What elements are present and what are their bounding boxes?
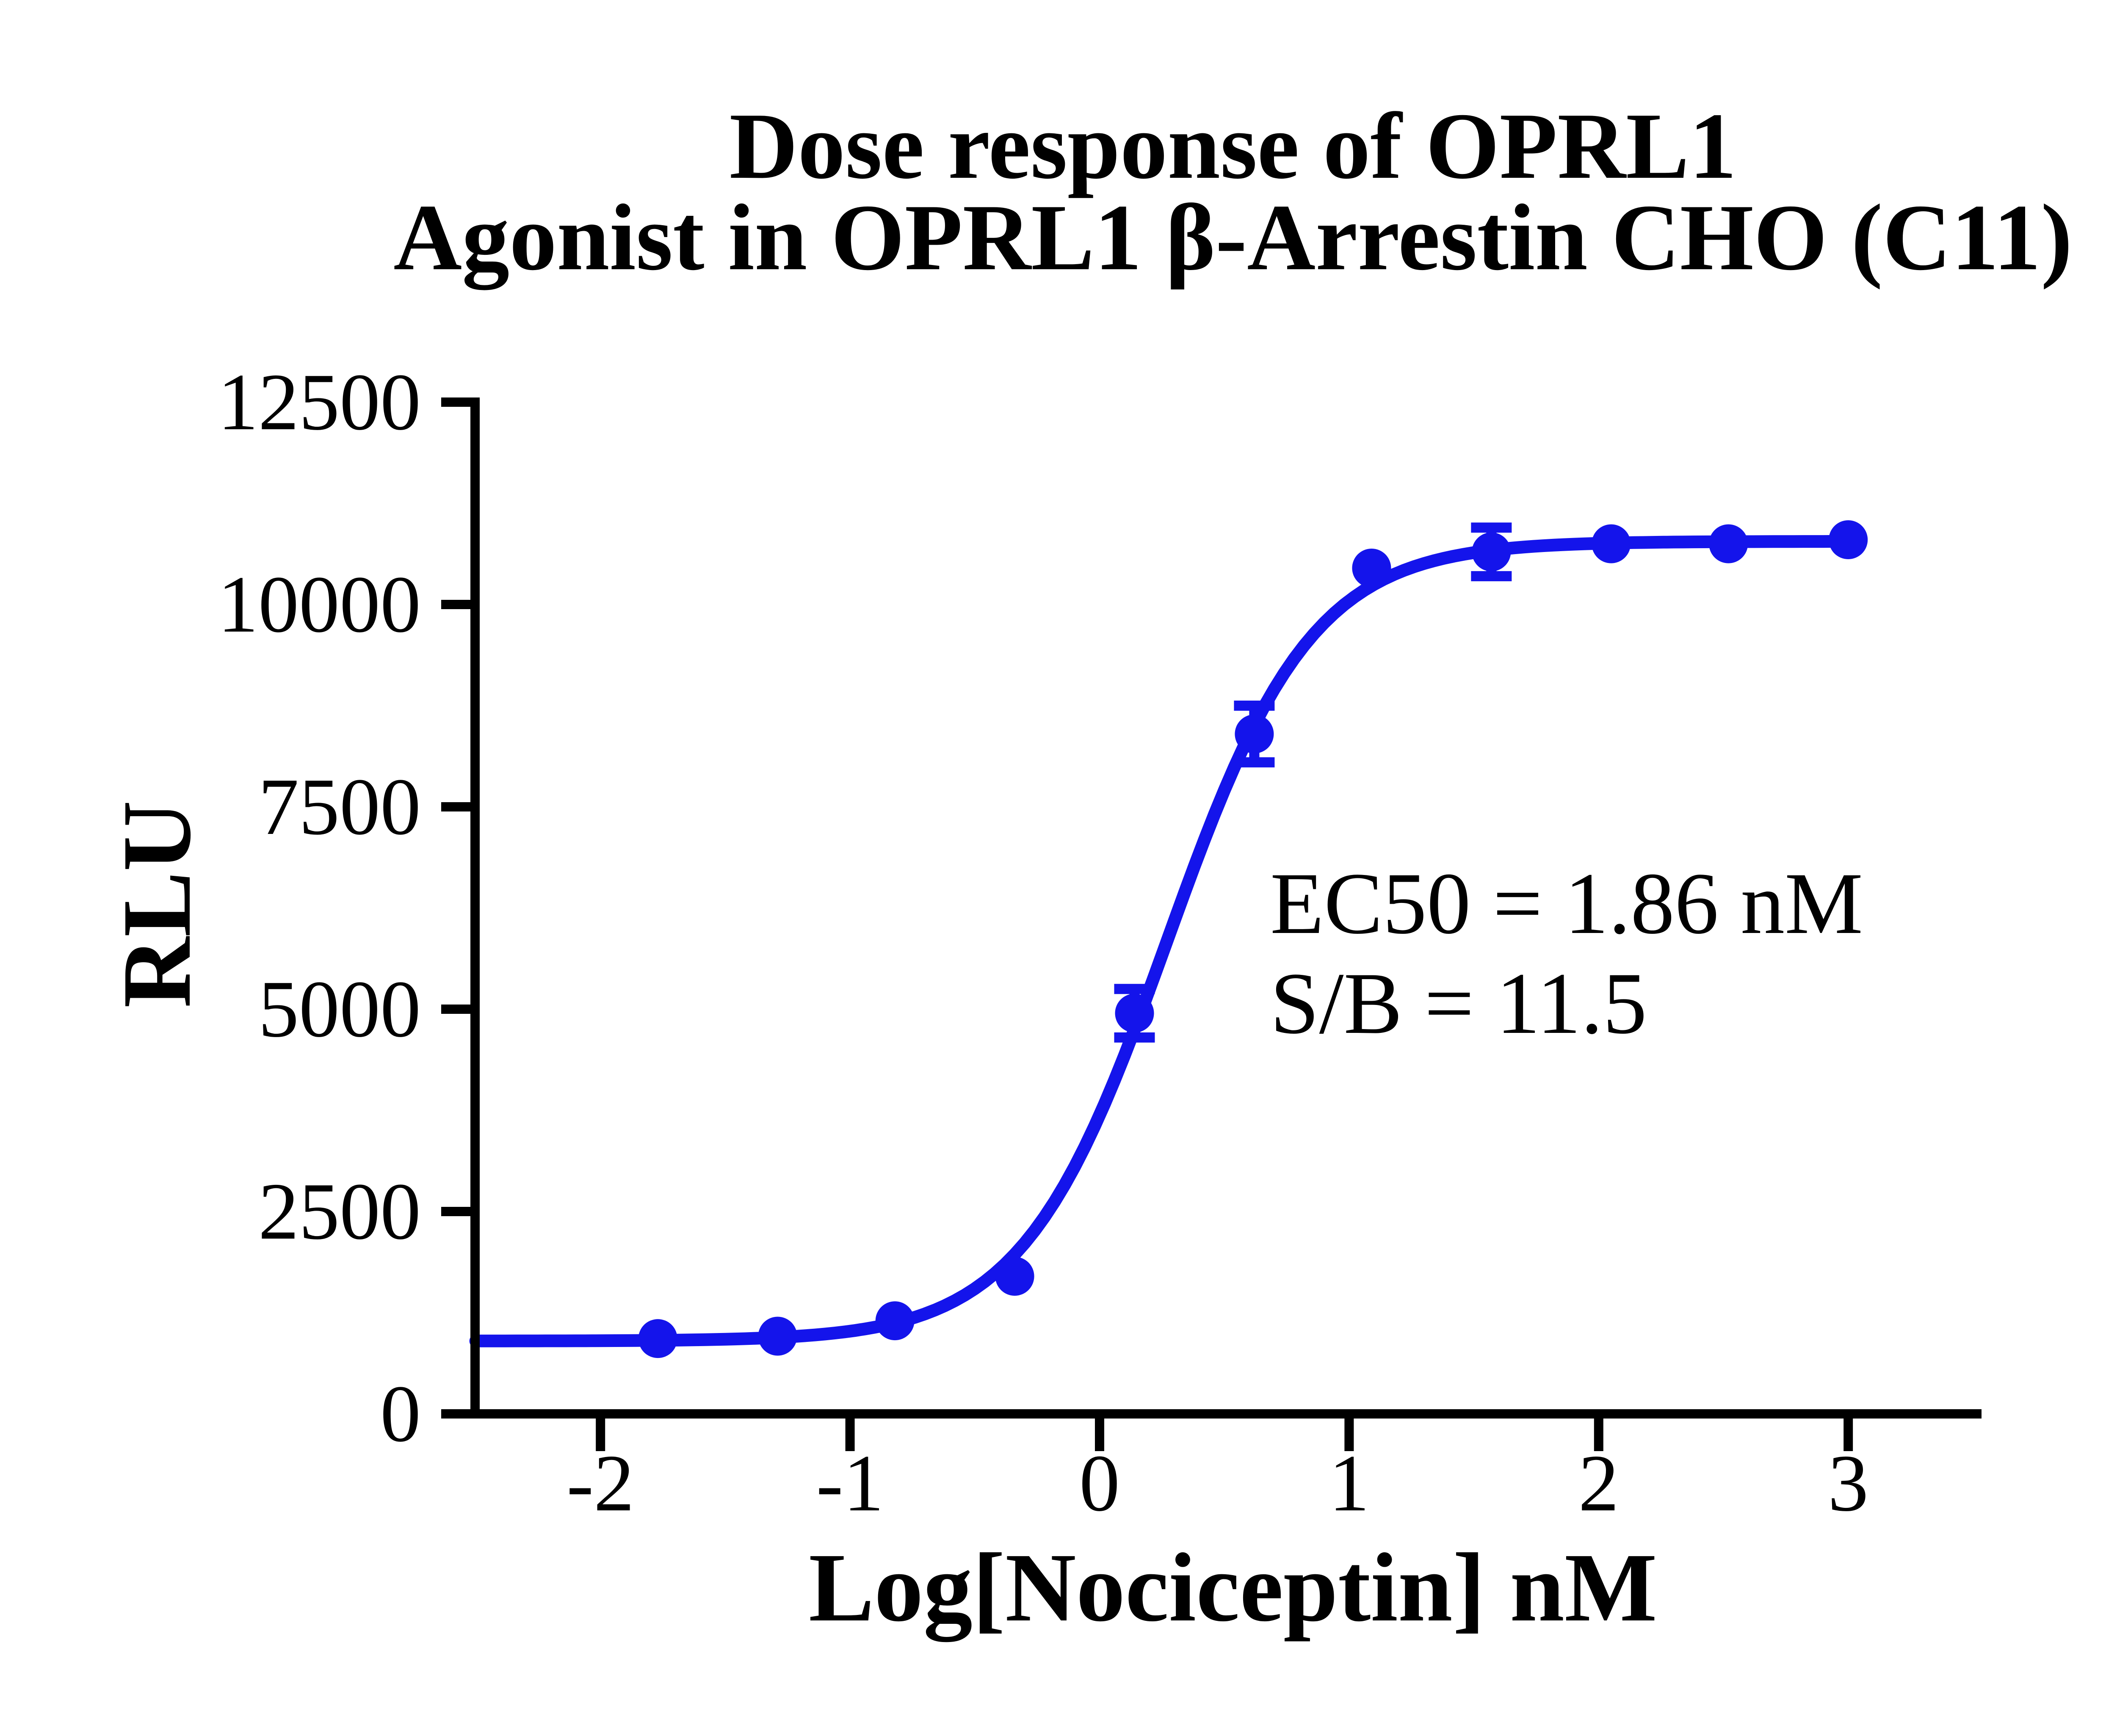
data-point — [638, 1319, 677, 1358]
tick-labels-layer: 0 2500 5000 7500 10000 12500 -2 -1 0 1 2 3 — [218, 357, 1868, 1528]
data-point — [875, 1301, 915, 1341]
x-tick-label: 2 — [1578, 1438, 1619, 1528]
x-tick-label: -2 — [567, 1438, 634, 1528]
data-point — [1115, 994, 1154, 1033]
annotation-sb: S/B = 11.5 — [1270, 955, 1647, 1052]
annotation-ec50: EC50 = 1.86 nM — [1270, 855, 1863, 952]
data-point — [1592, 524, 1631, 563]
data-point — [758, 1316, 797, 1356]
chart-title-line-1: Dose response of OPRL1 — [730, 94, 1737, 199]
y-tick-label: 5000 — [258, 964, 421, 1054]
chart-title-line-2: Agonist in OPRL1 β-Arrestin CHO (C11) — [393, 185, 2072, 290]
data-point — [1472, 532, 1511, 571]
x-tick-label: -1 — [816, 1438, 884, 1528]
data-point — [995, 1256, 1034, 1296]
y-tick-label: 0 — [380, 1369, 421, 1459]
y-tick-label: 12500 — [218, 357, 421, 447]
x-axis-title: Log[Nociceptin] nM — [809, 1533, 1657, 1642]
data-point — [1829, 520, 1868, 560]
axes-layer — [444, 397, 1982, 1419]
x-tick-label: 3 — [1828, 1438, 1868, 1528]
data-point — [1709, 524, 1748, 563]
y-tick-label: 2500 — [258, 1166, 421, 1256]
data-point — [1235, 714, 1274, 753]
y-tick-label: 10000 — [218, 559, 421, 649]
ticks-layer — [441, 397, 1853, 1451]
y-tick-label: 7500 — [258, 762, 421, 852]
x-tick-label: 1 — [1329, 1438, 1369, 1528]
y-axis-title: RLU — [102, 800, 211, 1008]
data-point — [1352, 548, 1391, 588]
x-tick-label: 0 — [1079, 1438, 1120, 1528]
data-points-layer — [638, 520, 1868, 1358]
